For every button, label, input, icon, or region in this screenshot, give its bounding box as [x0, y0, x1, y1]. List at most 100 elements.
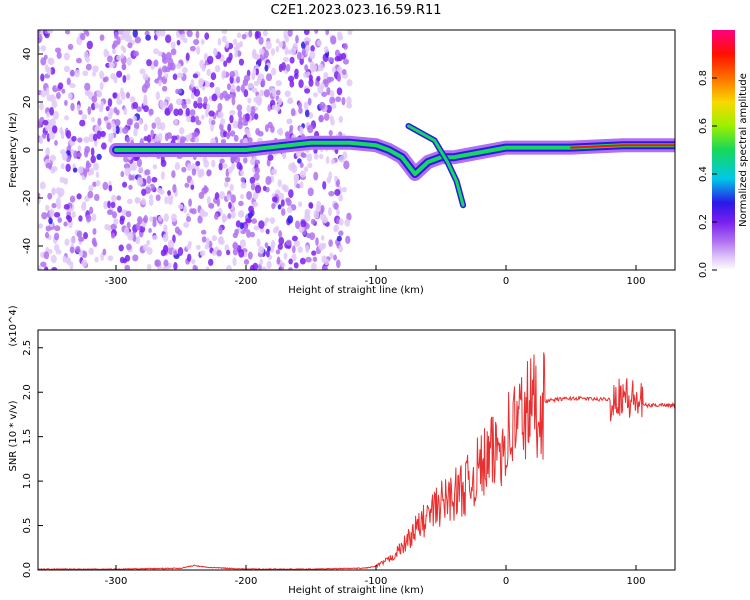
- spectrogram-noise-cell: [112, 125, 117, 134]
- spectrogram-noise-cell: [237, 121, 243, 130]
- spectrogram-noise-cell: [296, 183, 301, 189]
- spectrogram-noise-cell: [206, 196, 211, 205]
- x-tick-label: -200: [235, 576, 258, 587]
- spectrogram-noise-cell: [49, 154, 57, 162]
- spectrogram-noise-cell: [76, 104, 81, 112]
- spectrogram-noise-cell: [116, 98, 123, 105]
- colorbar-label: Normalized spectral amplitude: [738, 73, 749, 227]
- spectrogram-noise-cell: [250, 105, 256, 115]
- spectrogram-noise-cell: [217, 37, 222, 46]
- spectrogram-noise-cell: [188, 132, 193, 139]
- spectrogram-noise-cell: [110, 201, 116, 209]
- spectrogram-noise-cell: [311, 63, 317, 72]
- spectrogram-noise-cell: [346, 79, 353, 87]
- spectrogram-noise-cell: [122, 126, 129, 134]
- spectrogram-noise-cell: [158, 79, 162, 87]
- spectrogram-noise-cell: [240, 193, 244, 200]
- spectrogram-noise-cell: [42, 119, 49, 126]
- spectrogram-noise-cell: [204, 32, 210, 40]
- spectrogram-noise-cell: [164, 196, 169, 205]
- spectrogram-noise-cell: [194, 265, 199, 270]
- spectrogram-noise-cell: [330, 102, 337, 110]
- spectrogram-noise-cell: [304, 64, 309, 72]
- spectrogram-noise-cell: [197, 96, 203, 104]
- spectrogram-noise-cell: [51, 125, 58, 134]
- spectrogram-noise-cell: [214, 86, 221, 96]
- spectrogram-noise-cell: [95, 171, 100, 178]
- spectrogram-noise-cell: [265, 228, 270, 235]
- spectrogram-noise-cell: [111, 43, 116, 50]
- spectrogram-noise-cell: [69, 83, 76, 89]
- spectrogram-noise-cell: [206, 68, 212, 77]
- spectrogram-noise-cell: [334, 49, 340, 57]
- spectrogram-noise-cell: [49, 106, 54, 116]
- spectrogram-noise-cell: [338, 155, 345, 163]
- spectrogram-noise-cell: [264, 242, 269, 249]
- spectrogram-noise-cell: [133, 122, 140, 130]
- spectrogram-noise-cell: [240, 176, 246, 183]
- spectrogram-noise-cell: [94, 125, 99, 133]
- spectrogram-noise-cell: [142, 73, 149, 81]
- spectrogram-noise-cell: [70, 236, 76, 245]
- spectrogram-noise-cell: [189, 45, 196, 52]
- spectrogram-noise-cell: [44, 266, 49, 270]
- spectrogram-noise-cell: [290, 108, 296, 117]
- spectrogram-noise-cell: [325, 155, 330, 165]
- spectrogram-noise-cell: [157, 68, 163, 77]
- spectrogram-noise-cell: [177, 229, 183, 236]
- spectrogram-noise-cell: [308, 112, 314, 119]
- spectrogram-noise-cell: [110, 223, 117, 231]
- spectrogram-noise-cell: [271, 196, 278, 203]
- spectrogram-noise-cell: [90, 116, 96, 123]
- spectrogram-noise-cell: [284, 90, 291, 97]
- x-tick-label: 100: [626, 576, 645, 587]
- spectrogram-noise-cell: [152, 234, 158, 241]
- spectrogram-noise-cell: [263, 89, 270, 98]
- spectrogram-noise-cell: [285, 239, 292, 246]
- spectrogram-noise-cell: [119, 215, 126, 222]
- x-tick-label: -100: [365, 576, 388, 587]
- spectrogram-noise-cell: [143, 123, 148, 132]
- spectrogram-noise-cell: [287, 215, 294, 224]
- spectrogram-noise-cell: [276, 128, 283, 135]
- spectrogram-noise-cell: [70, 102, 75, 112]
- spectrogram-noise-cell: [263, 49, 269, 59]
- spectrogram-noise-cell: [278, 41, 284, 48]
- spectrogram-noise-cell: [38, 30, 41, 35]
- spectrogram-noise-cell: [189, 208, 194, 214]
- spectrogram-noise-cell: [135, 222, 141, 231]
- spectrogram-noise-cell: [200, 39, 205, 45]
- spectrogram-noise-cell: [232, 248, 238, 256]
- spectrogram-noise-cell: [138, 119, 143, 125]
- y-tick-label: 20: [22, 96, 33, 109]
- spectrogram-noise-cell: [173, 119, 179, 126]
- spectrogram-noise-cell: [283, 56, 289, 63]
- spectrogram-noise-cell: [219, 158, 225, 164]
- spectrogram-noise-cell: [155, 30, 161, 37]
- spectrogram-noise-cell: [64, 99, 68, 107]
- spectrogram-noise-cell: [107, 55, 113, 63]
- snr-y-axis-label: SNR (10 * v/v): [8, 400, 19, 471]
- spectrogram-noise-cell: [322, 265, 329, 270]
- spectrogram-noise-cell: [252, 201, 259, 208]
- spectrogram-x-ticks: -300 -200 -100 0 100: [105, 265, 646, 287]
- spectrogram-noise-cell: [272, 227, 279, 234]
- spectrogram-noise-cell: [70, 69, 75, 77]
- spectrogram-noise-cell: [138, 166, 144, 173]
- spectrogram-noise-cell: [341, 186, 347, 193]
- spectrogram-noise-cell: [163, 259, 169, 267]
- y-tick-label: 0.0: [22, 562, 33, 578]
- spectrogram-noise-cell: [336, 87, 343, 96]
- spectrogram-noise-cell: [243, 89, 249, 98]
- spectrogram-noise-cell: [198, 77, 204, 86]
- spectrogram-noise-cell: [115, 125, 120, 135]
- spectrogram-noise-cell: [253, 172, 260, 181]
- spectrogram-noise-cell: [250, 182, 256, 191]
- spectrogram-noise-cell: [232, 38, 238, 46]
- spectrogram-noise-cell: [87, 190, 94, 199]
- spectrogram-noise-cell: [111, 211, 118, 219]
- spectrogram-noise-cell: [262, 185, 267, 191]
- spectrogram-noise-cell: [133, 128, 138, 137]
- spectrogram-noise-cell: [211, 250, 217, 256]
- spectrogram-noise-cell: [161, 85, 168, 92]
